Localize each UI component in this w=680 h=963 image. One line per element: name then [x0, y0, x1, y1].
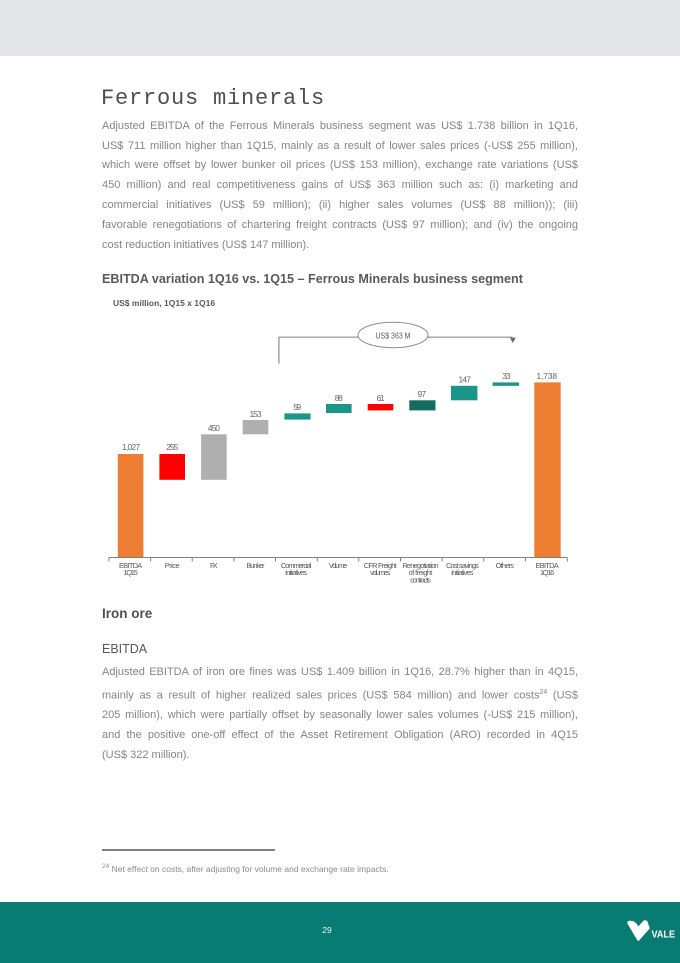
svg-text:EBITDA: EBITDA: [536, 561, 559, 570]
svg-text:initiatives: initiatives: [285, 568, 307, 577]
svg-text:88: 88: [335, 393, 343, 403]
svg-text:EBITDA: EBITDA: [119, 561, 142, 570]
svg-text:1,027: 1,027: [122, 442, 141, 452]
svg-text:CFR Freight: CFR Freight: [364, 561, 397, 570]
svg-text:97: 97: [417, 389, 426, 399]
svg-text:initiatives: initiatives: [451, 568, 473, 577]
svg-text:1Q16: 1Q16: [540, 568, 554, 577]
svg-text:of freight: of freight: [409, 568, 433, 577]
svg-text:Others: Others: [496, 561, 515, 570]
svg-text:US$ 363 M: US$ 363 M: [376, 332, 411, 341]
svg-text:1Q15: 1Q15: [123, 568, 137, 577]
svg-text:255: 255: [166, 442, 178, 452]
svg-text:VALE: VALE: [652, 930, 676, 941]
svg-text:Renegotiation: Renegotiation: [402, 561, 438, 570]
svg-text:Commercial: Commercial: [281, 561, 312, 570]
svg-text:Bunker: Bunker: [246, 561, 265, 570]
svg-text:59: 59: [293, 402, 301, 412]
svg-text:Cost savings: Cost savings: [446, 561, 479, 570]
svg-text:153: 153: [250, 409, 262, 419]
svg-text:147: 147: [458, 375, 471, 385]
svg-text:33: 33: [502, 371, 511, 381]
svg-text:Price: Price: [165, 561, 180, 570]
svg-text:FX: FX: [210, 561, 218, 570]
svg-text:1,738: 1,738: [537, 371, 558, 381]
svg-text:450: 450: [208, 423, 220, 433]
svg-text:contracts: contracts: [410, 575, 431, 584]
svg-text:61: 61: [377, 393, 385, 403]
svg-text:Volume: Volume: [329, 561, 347, 570]
svg-text:volumes: volumes: [370, 568, 390, 577]
